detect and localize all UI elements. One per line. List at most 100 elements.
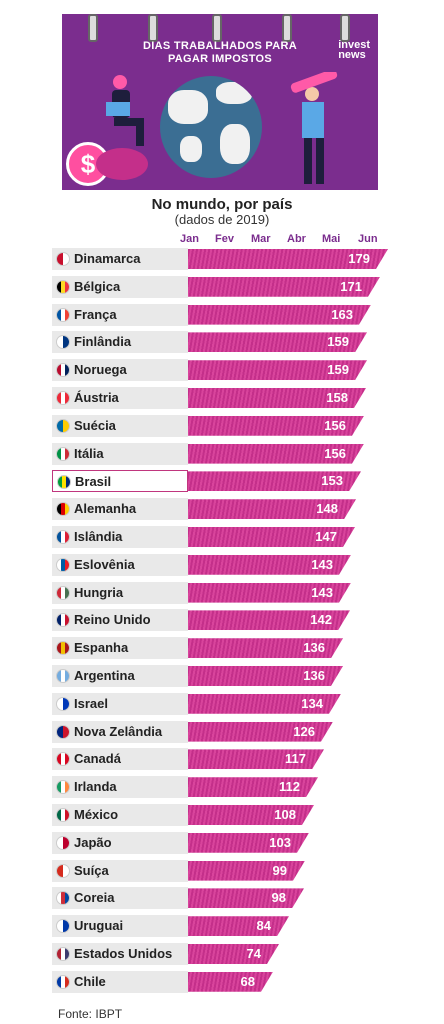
bar: [188, 777, 318, 797]
bar: [188, 666, 343, 686]
bar-value-label: 68: [240, 973, 255, 989]
bar: [188, 888, 304, 908]
flag-icon: [56, 669, 70, 683]
bar-value-label: 98: [271, 890, 286, 906]
bar: [188, 444, 364, 464]
bar-row: Reino Unido 142: [52, 609, 444, 632]
flag-icon: [56, 557, 70, 572]
bar-value-label: 99: [272, 862, 287, 878]
country-label: Canadá: [52, 748, 188, 771]
bar-row: Eslovênia 143: [52, 553, 444, 576]
bar-row: Chile 68: [52, 970, 444, 993]
bar: [188, 694, 341, 714]
bar: [188, 499, 356, 519]
bar: [188, 972, 273, 992]
country-name: Noruega: [74, 362, 127, 378]
binder-ring: [282, 14, 292, 42]
bar-row: Brasil 153: [52, 470, 444, 493]
bar: [188, 944, 279, 964]
month-tick-mar: Mar: [251, 233, 271, 245]
country-name: Uruguai: [74, 918, 124, 934]
bar-value-label: 171: [340, 278, 362, 294]
country-label: Argentina: [52, 665, 188, 687]
bar-value-label: 153: [321, 473, 343, 489]
bar: [188, 471, 361, 491]
bar: [188, 749, 324, 769]
brand-logo: invest news: [338, 40, 370, 61]
bar-value-label: 126: [293, 723, 315, 739]
bar: [188, 916, 289, 936]
bar-row: Canadá 117: [52, 748, 444, 771]
flag-icon: [56, 502, 70, 517]
bar-row: Coreia 98: [52, 887, 444, 910]
chart-title: No mundo, por país: [151, 196, 293, 213]
country-label: Islândia: [52, 526, 188, 548]
chart-subtitle: (dados de 2019): [174, 212, 270, 227]
bar-row: Finlândia 159: [52, 331, 444, 354]
bar-value-label: 159: [327, 362, 349, 378]
bar-value-label: 134: [301, 695, 323, 711]
country-label: Espanha: [52, 637, 188, 660]
bar-value-label: 74: [246, 946, 261, 961]
bar-row: Israel 134: [52, 692, 444, 715]
flag-icon: [56, 808, 70, 822]
bar-row: Islândia 147: [52, 526, 444, 548]
bar: [188, 249, 388, 269]
bar-row: Bélgica 171: [52, 275, 444, 298]
person-with-pencil-illustration: [290, 72, 338, 184]
bar-value-label: 156: [324, 417, 346, 433]
bar-row: Áustria 158: [52, 387, 444, 409]
country-name: França: [74, 306, 117, 322]
country-label: México: [52, 804, 188, 826]
country-name: México: [74, 807, 119, 822]
flag-icon: [56, 363, 70, 378]
bar-row: Noruega 159: [52, 359, 444, 382]
bar-value-label: 148: [316, 501, 338, 517]
bar-value-label: 158: [326, 390, 348, 405]
country-label: Chile: [52, 970, 188, 993]
bar-row: Hungria 143: [52, 581, 444, 604]
bar-row: Estados Unidos 74: [52, 943, 444, 965]
bar-row: México 108: [52, 804, 444, 826]
country-label: Japão: [52, 831, 188, 854]
country-name: Alemanha: [74, 501, 137, 517]
country-name: Japão: [74, 834, 112, 850]
bar: [188, 360, 367, 380]
flag-icon: [56, 585, 70, 600]
country-label: Hungria: [52, 581, 188, 604]
bar: [188, 555, 351, 575]
country-name: Canadá: [74, 751, 121, 767]
month-tick-mai: Mai: [322, 233, 341, 245]
bar-value-label: 179: [348, 251, 370, 266]
flag-icon: [56, 835, 70, 850]
bar-value-label: 84: [256, 918, 271, 934]
bar: [188, 416, 364, 436]
bar: [188, 638, 343, 658]
country-name: Brasil: [75, 474, 112, 490]
country-name: Bélgica: [74, 278, 121, 294]
flag-icon: [57, 475, 71, 490]
country-name: Reino Unido: [74, 612, 151, 628]
flag-icon: [56, 279, 70, 294]
flag-icon: [56, 724, 70, 739]
bar-value-label: 163: [331, 306, 353, 322]
bar: [188, 527, 355, 547]
bar-value-label: 159: [327, 334, 349, 350]
brand-logo-line2: news: [338, 49, 366, 61]
country-name: Israel: [74, 695, 108, 711]
bar-value-label: 112: [279, 779, 300, 795]
binder-ring: [340, 14, 350, 42]
flag-icon: [56, 641, 70, 656]
country-label: Bélgica: [52, 275, 188, 298]
bar-row: Irlanda 112: [52, 776, 444, 799]
country-name: Eslovênia: [74, 556, 135, 572]
flag-icon: [56, 613, 70, 628]
bar-row: Suécia 156: [52, 414, 444, 437]
country-name: Chile: [74, 973, 106, 989]
month-tick-abr: Abr: [287, 233, 306, 245]
country-label: Irlanda: [52, 776, 188, 799]
bar-value-label: 143: [311, 584, 333, 600]
flag-icon: [56, 696, 70, 711]
header-banner: DIAS TRABALHADOS PARA PAGAR IMPOSTOS inv…: [62, 14, 378, 190]
flag-icon: [56, 780, 70, 795]
